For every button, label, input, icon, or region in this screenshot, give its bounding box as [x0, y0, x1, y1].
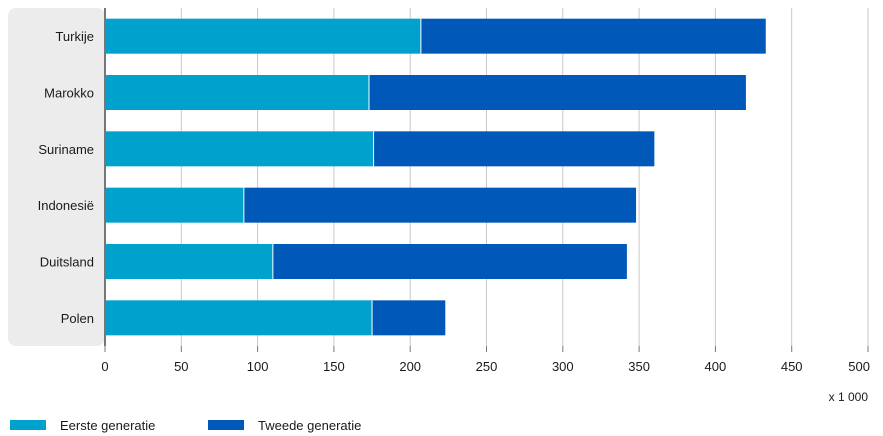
- x-tick-label: 400: [705, 359, 727, 374]
- bar-segment: [243, 187, 637, 223]
- category-label: Suriname: [38, 142, 94, 157]
- bar-segment: [373, 131, 655, 167]
- bar-segment: [372, 300, 446, 336]
- x-axis-ticks: 0 50 100 150 200 250 300 350 400 450 500: [101, 346, 870, 374]
- x-tick-label: 100: [247, 359, 269, 374]
- x-tick-label: 500: [848, 359, 870, 374]
- x-tick-label: 300: [552, 359, 574, 374]
- legend: Eerste generatie Tweede generatie: [10, 418, 361, 433]
- bars: [105, 18, 766, 336]
- gridlines: [180, 8, 869, 346]
- bar-segment: [105, 18, 421, 54]
- category-label: Duitsland: [40, 255, 94, 270]
- bar-segment: [105, 244, 273, 279]
- legend-swatch: [208, 420, 244, 430]
- bar-segment: [105, 300, 373, 336]
- bar-segment: [105, 75, 369, 110]
- bar-segment: [105, 187, 244, 223]
- legend-swatch: [10, 420, 46, 430]
- x-tick-label: 200: [399, 359, 421, 374]
- category-label: Turkije: [55, 29, 94, 44]
- x-tick-label: 450: [781, 359, 803, 374]
- category-label: Marokko: [44, 86, 94, 101]
- category-label: Polen: [61, 311, 94, 326]
- bar-segment: [105, 131, 374, 167]
- x-axis-unit-label: x 1 000: [829, 390, 869, 404]
- category-labels: Turkije Marokko Suriname Indonesië Duitsland…: [38, 29, 94, 326]
- x-tick-label: 0: [101, 359, 108, 374]
- category-label: Indonesië: [38, 198, 94, 213]
- bar-segment: [368, 75, 746, 110]
- legend-label: Eerste generatie: [60, 418, 155, 433]
- legend-label: Tweede generatie: [258, 418, 361, 433]
- category-band-background: [8, 8, 105, 346]
- x-tick-label: 350: [628, 359, 650, 374]
- x-tick-label: 50: [174, 359, 188, 374]
- x-tick-label: 250: [476, 359, 498, 374]
- x-tick-label: 150: [323, 359, 345, 374]
- bar-segment: [420, 18, 766, 54]
- bar-segment: [272, 244, 627, 279]
